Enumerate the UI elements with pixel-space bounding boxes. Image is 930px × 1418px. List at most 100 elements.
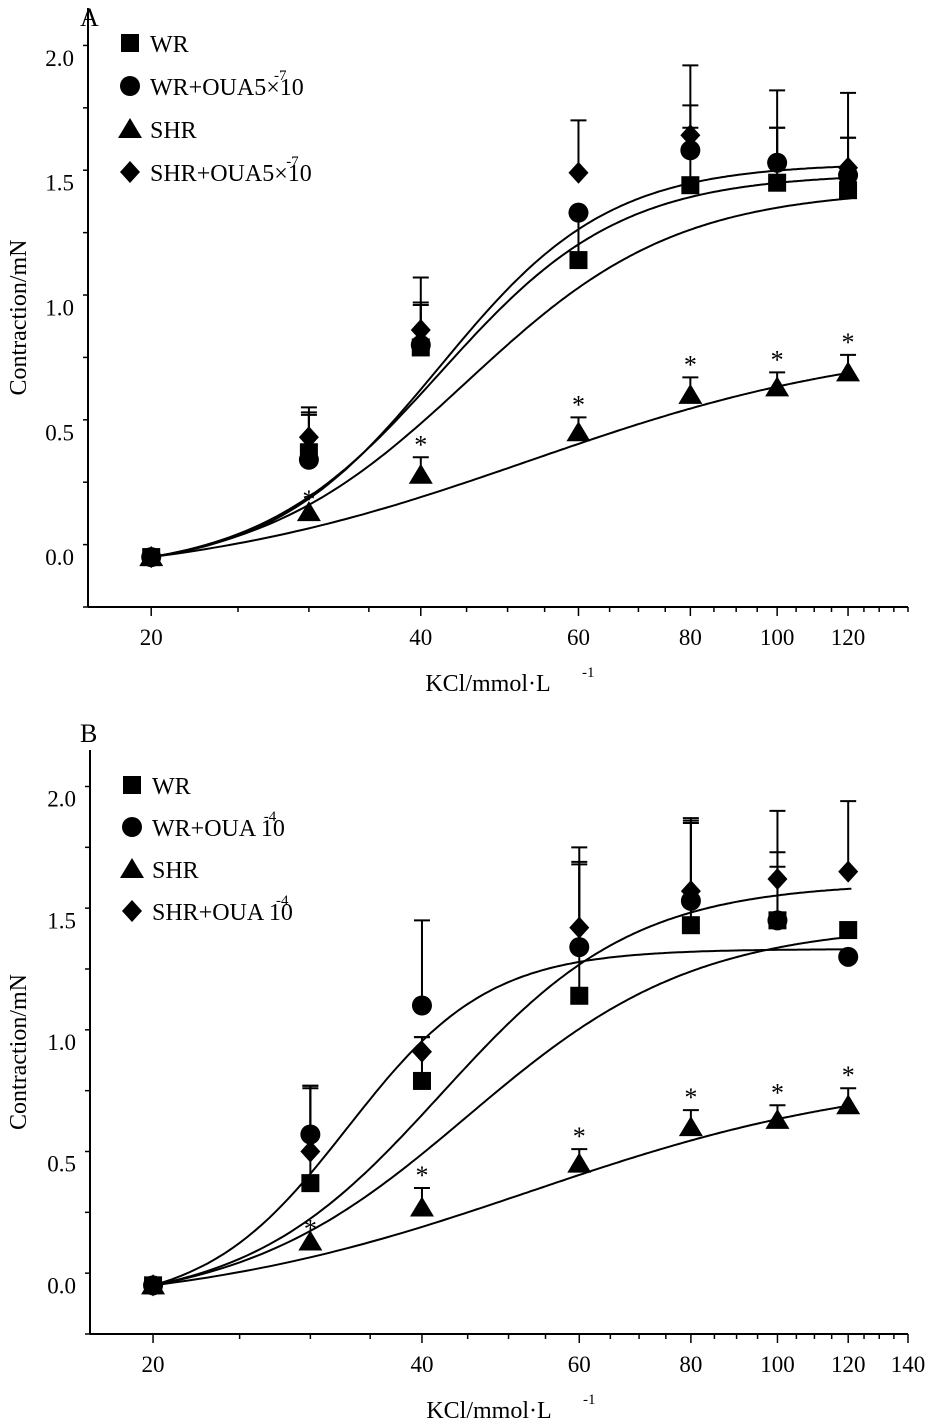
legend-marker-diamond [122, 900, 142, 922]
fit-curve-triangle [152, 1104, 852, 1287]
chart-panel-b: B 0.0 0.5 1.0 1.5 2.0 20 40 60 80 100 120 140 KCl/mmo… [6, 719, 925, 1418]
data-point-square [839, 921, 858, 940]
significance-star: * [415, 1161, 428, 1190]
data-point-circle [298, 449, 319, 470]
legend-label: SHR+OUA 10 [152, 900, 293, 926]
legend-label: WR [152, 774, 191, 800]
data-point-circle [569, 937, 590, 958]
panel-letter: A [80, 3, 99, 32]
data-point-circle [300, 1124, 321, 1145]
y-tick-label: 0.5 [45, 420, 74, 445]
y-tick-label: 2.0 [47, 787, 76, 812]
data-point-diamond [680, 124, 701, 147]
legend-marker-triangle [118, 118, 142, 138]
significance-star: * [302, 485, 315, 514]
fit-curve-circle [152, 948, 852, 1287]
data-point-square [681, 176, 700, 195]
y-axis-label: Contraction/mN [6, 240, 32, 396]
x-tick-label: 100 [760, 1352, 795, 1377]
legend-label-superscript: -7 [274, 68, 287, 84]
data-point-square [681, 916, 700, 935]
data-point-square [839, 181, 858, 200]
data-point-triangle [408, 463, 433, 484]
data-point-triangle [298, 1230, 323, 1251]
y-tick-label: 1.5 [47, 908, 76, 933]
legend-label: SHR [152, 858, 199, 884]
legend-marker-square [123, 776, 141, 794]
y-tick-label: 1.5 [45, 171, 74, 196]
x-tick-label: 80 [679, 625, 702, 650]
x-tick-label: 100 [760, 625, 795, 650]
legend-label: SHR [150, 118, 197, 144]
legend-label: SHR+OUA5×10 [150, 161, 312, 187]
data-point-diamond [143, 1274, 164, 1297]
fit-curve-square [151, 197, 852, 559]
data-point-triangle [567, 1152, 592, 1173]
data-point-triangle [765, 1108, 790, 1129]
y-tick-label: 0.0 [47, 1273, 76, 1298]
x-tick-label: 40 [410, 1352, 433, 1377]
data-point-diamond [767, 867, 788, 890]
x-tick-label: 120 [831, 625, 866, 650]
x-tick-label: 20 [140, 625, 163, 650]
significance-star: * [842, 328, 855, 357]
legend-marker-square [121, 34, 139, 52]
data-point-diamond [767, 151, 788, 174]
x-axis-label: KCl/mmol·L [425, 671, 550, 697]
data-point-diamond [838, 156, 859, 179]
x-axis-label-superscript: -1 [582, 665, 595, 681]
significance-star: * [572, 390, 585, 419]
legend-marker-triangle [120, 858, 144, 878]
x-tick-label: 60 [568, 1352, 591, 1377]
data-point-square [301, 1174, 320, 1193]
data-point-triangle [296, 501, 321, 522]
y-tick-label: 1.0 [47, 1030, 76, 1055]
data-point-triangle [566, 421, 591, 442]
data-point-diamond [300, 1140, 321, 1163]
legend-marker-circle [122, 817, 142, 837]
data-point-diamond [411, 1040, 432, 1063]
data-point-square [570, 986, 589, 1005]
significance-star: * [842, 1061, 855, 1090]
data-point-square [569, 251, 588, 270]
legend-marker-diamond [120, 161, 140, 183]
x-tick-label: 80 [679, 1352, 702, 1377]
legend-label: WR+OUA 10 [152, 816, 285, 842]
significance-star: * [304, 1215, 317, 1244]
x-tick-label: 20 [142, 1352, 165, 1377]
y-tick-label: 0.0 [45, 545, 74, 570]
y-axis-label: Contraction/mN [6, 974, 32, 1130]
data-point-diamond [838, 860, 859, 883]
legend-label-superscript: -4 [264, 809, 277, 825]
y-tick-label: 2.0 [45, 46, 74, 71]
significance-star: * [684, 350, 697, 379]
fit-curve-diamond [151, 165, 852, 559]
panel-letter: B [80, 719, 97, 748]
legend-label: WR+OUA5×10 [150, 75, 304, 101]
data-point-triangle [765, 376, 790, 397]
data-point-square [768, 173, 787, 192]
legend-label-superscript: -7 [286, 154, 299, 170]
legend-label-superscript: -4 [276, 893, 289, 909]
data-point-diamond [569, 916, 590, 939]
x-tick-label: 60 [567, 625, 590, 650]
fit-curve-circle [151, 176, 852, 559]
data-point-triangle [678, 1116, 703, 1137]
chart-panel-a: A 0.0 0.5 1.0 1.5 2.0 20 40 60 80 100 120 KCl/mmol·L… [6, 3, 909, 697]
significance-star: * [573, 1122, 586, 1151]
significance-star: * [684, 1083, 697, 1112]
legend-label: WR [150, 32, 189, 58]
data-point-diamond [298, 426, 319, 449]
data-point-circle [680, 140, 701, 161]
data-point-circle [838, 946, 859, 967]
data-point-circle [568, 202, 589, 223]
data-point-circle [767, 910, 788, 931]
legend-marker-circle [120, 76, 140, 96]
data-point-triangle [836, 1094, 861, 1115]
data-point-diamond [410, 318, 431, 341]
data-point-triangle [836, 361, 861, 382]
x-tick-label: 40 [409, 625, 432, 650]
data-point-diamond [568, 161, 589, 184]
data-point-circle [410, 334, 431, 355]
x-axis-label: KCl/mmol·L [426, 1398, 551, 1418]
